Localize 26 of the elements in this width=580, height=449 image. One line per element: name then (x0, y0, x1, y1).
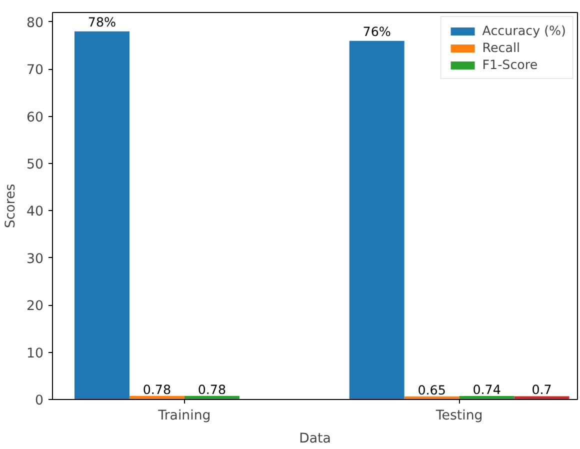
bar (514, 396, 570, 400)
y-tick-label: 20 (26, 299, 44, 314)
y-tick-label: 0 (35, 394, 44, 408)
y-tick-label: 80 (26, 16, 44, 31)
y-tick-label: 40 (26, 204, 44, 220)
x-tick-label: Testing (434, 408, 483, 424)
legend-label: F1-Score (482, 57, 538, 72)
legend-label: Accuracy (%) (482, 23, 566, 38)
data-label: 76% (362, 24, 391, 39)
x-tick-label: Training (157, 408, 211, 424)
y-tick-label: 10 (26, 346, 44, 362)
y-tick-label: 50 (26, 158, 44, 173)
data-label: 0.78 (198, 382, 226, 397)
x-axis-title: Data (299, 432, 331, 446)
data-label: 0.74 (472, 382, 501, 398)
legend-label: Recall (482, 40, 520, 55)
y-tick-label: 30 (26, 252, 44, 267)
y-tick-label: 60 (26, 110, 44, 126)
data-label: 0.7 (532, 382, 552, 398)
y-axis-title: Scores (4, 184, 19, 228)
data-label: 78% (88, 14, 116, 30)
bar (74, 31, 130, 400)
data-label: 0.78 (142, 382, 172, 397)
data-label: 0.65 (418, 382, 446, 398)
bar (349, 40, 404, 400)
y-tick-label: 70 (26, 63, 44, 78)
